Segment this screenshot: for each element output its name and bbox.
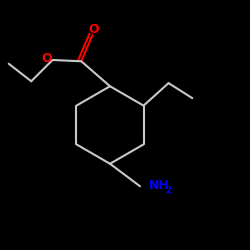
Text: 2: 2 [166,186,172,195]
Text: O: O [42,52,52,64]
Text: O: O [88,23,99,36]
Text: NH: NH [149,179,170,192]
